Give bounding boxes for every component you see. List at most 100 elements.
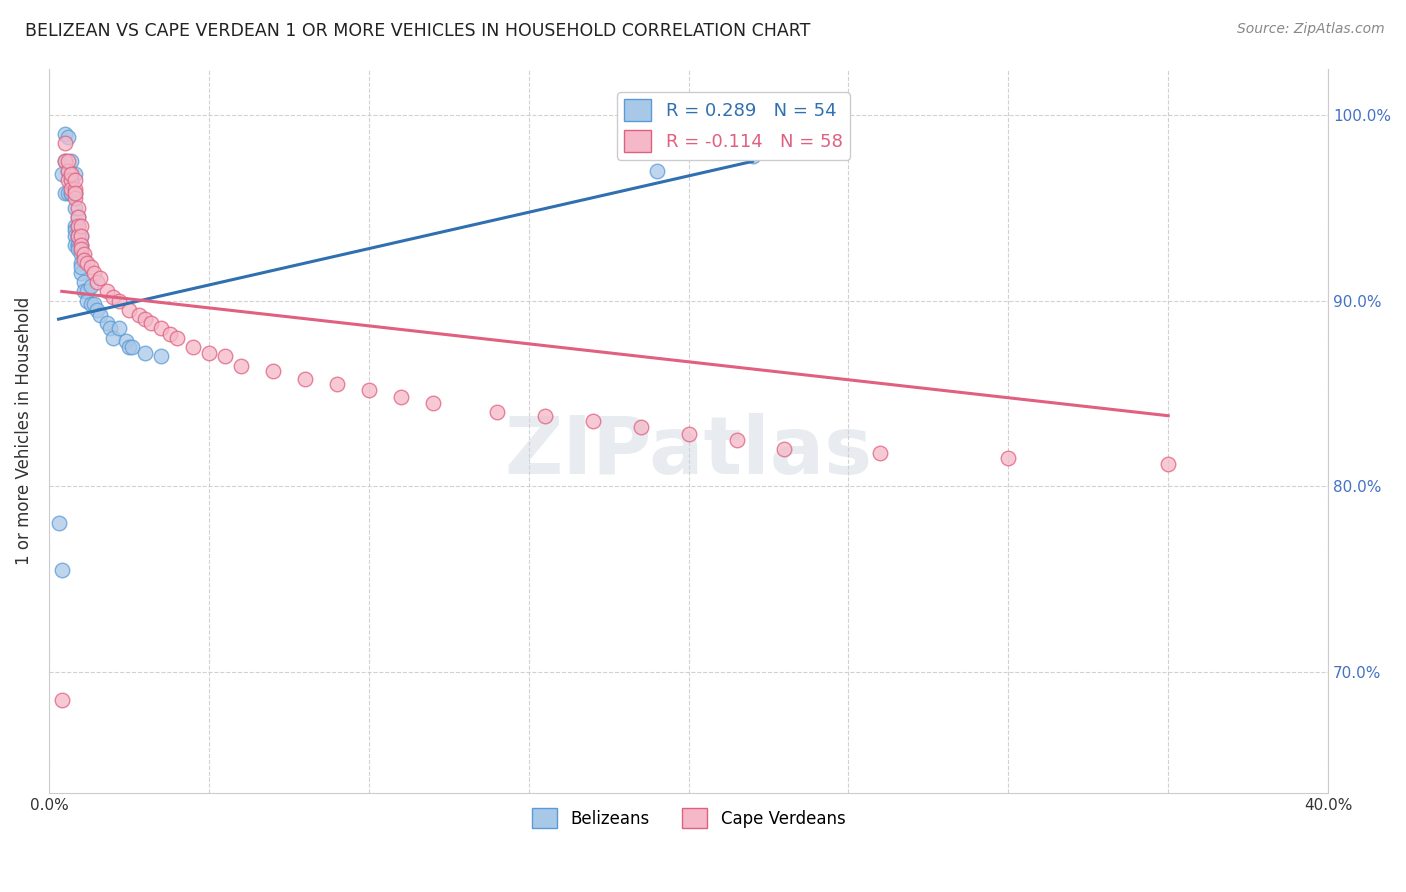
Point <box>166 331 188 345</box>
Point <box>60 186 83 200</box>
Point <box>51 563 73 577</box>
Point <box>53 127 76 141</box>
Point <box>48 516 70 531</box>
Point <box>76 256 98 270</box>
Point <box>485 405 508 419</box>
Point <box>56 163 79 178</box>
Point <box>134 345 156 359</box>
Point <box>89 271 111 285</box>
Point <box>997 451 1019 466</box>
Point <box>101 290 124 304</box>
Point <box>66 201 89 215</box>
Point <box>645 163 668 178</box>
Point <box>114 334 136 349</box>
Point <box>108 321 131 335</box>
Point <box>66 210 89 224</box>
Point <box>63 173 86 187</box>
Point <box>51 167 73 181</box>
Point <box>86 302 108 317</box>
Point <box>70 260 93 275</box>
Point <box>56 154 79 169</box>
Point <box>181 340 204 354</box>
Point <box>60 167 83 181</box>
Point <box>76 285 98 299</box>
Point <box>678 427 700 442</box>
Point <box>63 223 86 237</box>
Point <box>869 446 891 460</box>
Point <box>60 167 83 181</box>
Point <box>66 219 89 234</box>
Point <box>73 275 96 289</box>
Point <box>73 252 96 267</box>
Point <box>60 173 83 187</box>
Point <box>51 693 73 707</box>
Point <box>76 293 98 308</box>
Point <box>326 377 349 392</box>
Point <box>56 130 79 145</box>
Point <box>149 349 172 363</box>
Point <box>66 228 89 243</box>
Point <box>159 326 181 341</box>
Point <box>60 173 83 187</box>
Point <box>60 182 83 196</box>
Point <box>60 186 83 200</box>
Point <box>63 201 86 215</box>
Point <box>53 186 76 200</box>
Point <box>1157 457 1180 471</box>
Point <box>63 192 86 206</box>
Point <box>63 238 86 252</box>
Point <box>56 173 79 187</box>
Point <box>63 186 86 200</box>
Point <box>70 266 93 280</box>
Point <box>53 154 76 169</box>
Point <box>66 228 89 243</box>
Text: BELIZEAN VS CAPE VERDEAN 1 OR MORE VEHICLES IN HOUSEHOLD CORRELATION CHART: BELIZEAN VS CAPE VERDEAN 1 OR MORE VEHIC… <box>25 22 811 40</box>
Legend: Belizeans, Cape Verdeans: Belizeans, Cape Verdeans <box>524 801 852 835</box>
Point <box>70 238 93 252</box>
Point <box>66 238 89 252</box>
Point <box>53 154 76 169</box>
Point <box>66 210 89 224</box>
Point <box>70 256 93 270</box>
Point <box>101 331 124 345</box>
Point <box>53 136 76 150</box>
Point <box>63 228 86 243</box>
Point <box>262 364 284 378</box>
Point <box>63 167 86 181</box>
Point <box>56 163 79 178</box>
Point <box>60 154 83 169</box>
Point <box>149 321 172 335</box>
Point <box>741 149 763 163</box>
Point <box>86 275 108 289</box>
Point <box>134 312 156 326</box>
Point <box>79 260 101 275</box>
Point <box>66 242 89 256</box>
Text: ZIPatlas: ZIPatlas <box>505 413 873 491</box>
Point <box>229 359 252 373</box>
Point <box>357 383 380 397</box>
Point <box>66 219 89 234</box>
Point <box>83 266 105 280</box>
Point <box>98 321 121 335</box>
Point <box>70 238 93 252</box>
Point <box>96 285 118 299</box>
Point <box>63 182 86 196</box>
Point <box>79 278 101 293</box>
Point <box>630 420 652 434</box>
Point <box>66 238 89 252</box>
Point <box>89 309 111 323</box>
Y-axis label: 1 or more Vehicles in Household: 1 or more Vehicles in Household <box>15 296 32 565</box>
Point <box>141 316 163 330</box>
Point <box>773 442 796 457</box>
Point <box>79 297 101 311</box>
Point <box>70 228 93 243</box>
Point <box>294 371 316 385</box>
Point <box>118 340 141 354</box>
Point <box>128 309 150 323</box>
Point <box>70 219 93 234</box>
Point <box>118 302 141 317</box>
Point <box>83 297 105 311</box>
Point <box>533 409 555 423</box>
Point <box>63 219 86 234</box>
Point <box>73 247 96 261</box>
